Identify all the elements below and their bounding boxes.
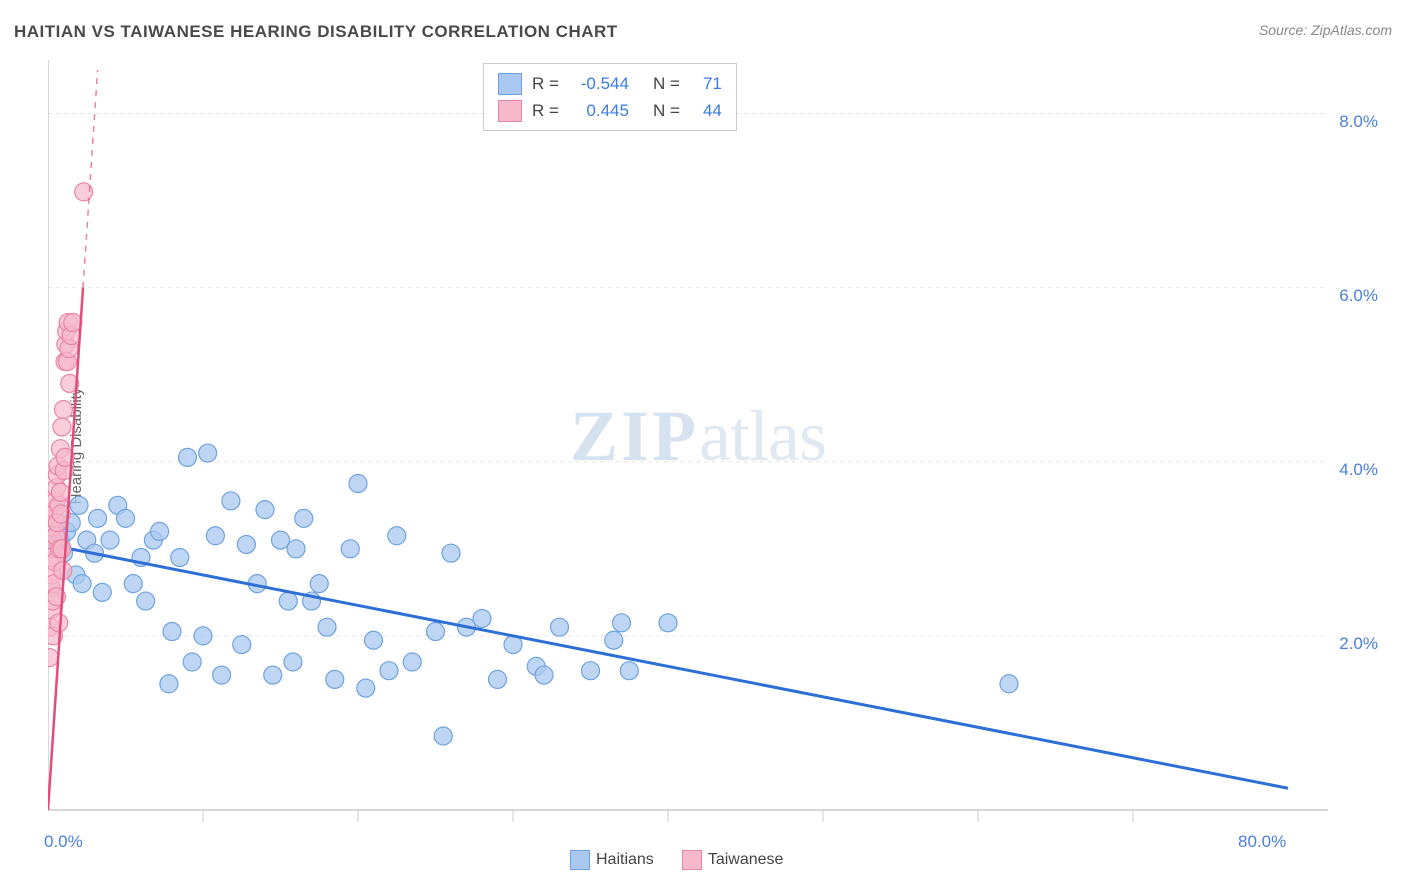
stats-r-value: 0.445 bbox=[569, 97, 629, 124]
stats-row: R =-0.544N =71 bbox=[498, 70, 722, 97]
stats-n-value: 71 bbox=[690, 70, 722, 97]
legend-swatch bbox=[570, 850, 590, 870]
y-tick-label: 2.0% bbox=[1339, 634, 1378, 654]
legend-label: Haitians bbox=[596, 851, 654, 868]
x-tick-label: 0.0% bbox=[44, 832, 83, 852]
source-attribution: Source: ZipAtlas.com bbox=[1259, 22, 1392, 38]
legend-swatch bbox=[682, 850, 702, 870]
stats-n-value: 44 bbox=[690, 97, 722, 124]
stats-swatch bbox=[498, 100, 522, 122]
legend-item: Haitians bbox=[570, 850, 654, 870]
legend-item: Taiwanese bbox=[682, 850, 784, 870]
stats-r-value: -0.544 bbox=[569, 70, 629, 97]
watermark: ZIPatlas bbox=[570, 395, 826, 478]
stats-box: R =-0.544N =71R =0.445N =44 bbox=[483, 63, 737, 131]
x-tick-label: 80.0% bbox=[1238, 832, 1286, 852]
y-tick-label: 6.0% bbox=[1339, 286, 1378, 306]
stats-swatch bbox=[498, 73, 522, 95]
legend-bottom: Haitians Taiwanese bbox=[570, 850, 783, 870]
stats-row: R =0.445N =44 bbox=[498, 97, 722, 124]
chart-title: HAITIAN VS TAIWANESE HEARING DISABILITY … bbox=[14, 22, 618, 42]
y-tick-label: 8.0% bbox=[1339, 112, 1378, 132]
legend-label: Taiwanese bbox=[708, 851, 784, 868]
y-tick-label: 4.0% bbox=[1339, 460, 1378, 480]
